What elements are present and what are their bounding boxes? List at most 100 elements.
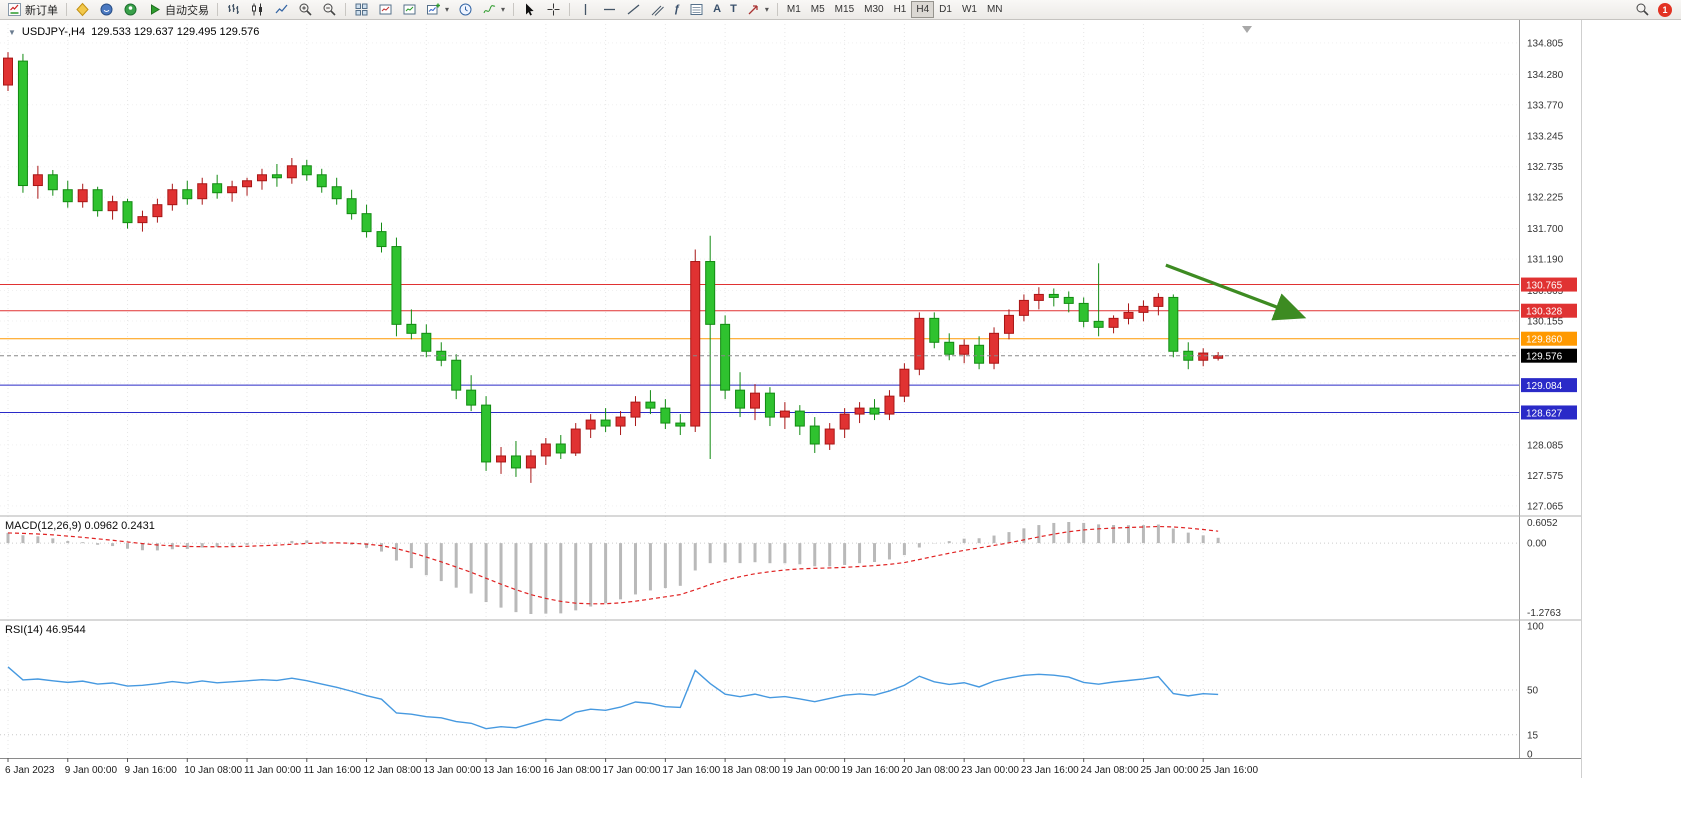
zoom-out-button[interactable] bbox=[318, 1, 341, 18]
chart-shift-marker[interactable] bbox=[1242, 26, 1252, 33]
rsi-axis-label: 50 bbox=[1527, 686, 1539, 697]
candle bbox=[974, 336, 985, 370]
candle bbox=[391, 237, 402, 337]
chevron-down-icon: ▾ bbox=[501, 5, 506, 14]
candle-body bbox=[92, 189, 103, 212]
label-tool-button[interactable]: T bbox=[726, 1, 741, 18]
timeframe-button-d1[interactable]: D1 bbox=[934, 1, 957, 18]
candlestick-mode-button[interactable] bbox=[246, 1, 269, 18]
zoom-in-button[interactable] bbox=[294, 1, 317, 18]
candle-body bbox=[301, 165, 312, 176]
new-chart-button[interactable]: ▾ bbox=[422, 1, 453, 18]
candle-body bbox=[1138, 305, 1149, 313]
timeframe-button-m1[interactable]: M1 bbox=[782, 1, 806, 18]
shapes-tool-button[interactable] bbox=[685, 1, 708, 18]
text-tool-button[interactable]: A bbox=[709, 1, 725, 18]
price-badge: 128.627 bbox=[1521, 405, 1577, 420]
chart-window[interactable]: 134.805 134.280 133.770 133.245 132.735 132.2… bbox=[0, 20, 1681, 830]
macd-label: MACD(12,26,9) 0.0962 0.2431 bbox=[5, 520, 155, 532]
arrange-charts-button[interactable] bbox=[374, 1, 397, 18]
market-button[interactable] bbox=[95, 1, 118, 18]
candle-body bbox=[510, 455, 521, 469]
candle bbox=[1018, 294, 1029, 322]
community-button[interactable] bbox=[119, 1, 142, 18]
candle bbox=[660, 399, 671, 430]
notification-badge[interactable]: 1 bbox=[1658, 2, 1672, 17]
search-icon bbox=[1636, 3, 1649, 16]
candle-body bbox=[316, 174, 327, 188]
timeframe-button-w1[interactable]: W1 bbox=[957, 1, 982, 18]
arrows-tool-button[interactable]: ▾ bbox=[742, 1, 773, 18]
cursor-tool-button[interactable] bbox=[518, 1, 541, 18]
chart-ohlc-title: ▼ USDJPY-,H4 129.533 129.637 129.495 129… bbox=[8, 26, 259, 38]
candle-body bbox=[675, 422, 686, 427]
candle-body bbox=[869, 407, 880, 415]
candle bbox=[346, 189, 357, 220]
candle bbox=[227, 180, 238, 202]
candle-body bbox=[271, 174, 282, 179]
candle-body bbox=[914, 317, 925, 370]
timeframe-button-m5[interactable]: M5 bbox=[806, 1, 830, 18]
candle bbox=[271, 164, 282, 187]
toolbar-separator bbox=[345, 3, 346, 16]
candle-body bbox=[182, 189, 193, 200]
cursor-icon bbox=[526, 3, 534, 16]
candle-body bbox=[346, 198, 357, 215]
candle-body bbox=[1108, 317, 1119, 328]
chevron-down-icon: ▾ bbox=[445, 5, 450, 14]
candle-body bbox=[884, 395, 895, 415]
vertical-line-tool-button[interactable] bbox=[574, 1, 597, 18]
candle-body bbox=[152, 204, 163, 218]
indicators-button[interactable]: ▾ bbox=[478, 1, 509, 18]
channel-icon bbox=[651, 5, 664, 16]
one-click-trading-toggle[interactable]: ▼ bbox=[8, 27, 16, 37]
candle bbox=[675, 414, 686, 436]
zoom-in-icon bbox=[299, 3, 312, 16]
candle bbox=[705, 235, 716, 459]
line-chart-mode-button[interactable] bbox=[270, 1, 293, 18]
equidistant-channel-tool-button[interactable] bbox=[646, 1, 669, 18]
candle-body bbox=[720, 323, 731, 391]
timeframe-button-m30[interactable]: M30 bbox=[859, 1, 888, 18]
candle-body bbox=[735, 389, 746, 409]
macd-axis-min: -1.2763 bbox=[1527, 608, 1561, 619]
tile-windows-button[interactable] bbox=[350, 1, 373, 18]
candle-body bbox=[974, 344, 985, 364]
timeframe-button-h4[interactable]: H4 bbox=[911, 1, 935, 18]
candle bbox=[1168, 294, 1179, 358]
new-order-label: 新订单 bbox=[25, 4, 58, 17]
bar-chart-mode-button[interactable] bbox=[222, 1, 245, 18]
crosshair-tool-button[interactable] bbox=[542, 1, 565, 18]
timeframe-button-mn[interactable]: MN bbox=[982, 1, 1008, 18]
trendline-tool-button[interactable] bbox=[622, 1, 645, 18]
cascade-charts-button[interactable] bbox=[398, 1, 421, 18]
candle bbox=[854, 402, 865, 424]
period-clock-button[interactable] bbox=[454, 1, 477, 18]
fibonacci-tool-button[interactable]: ƒ bbox=[670, 1, 684, 18]
toolbar-separator bbox=[776, 3, 778, 16]
price-badge: 130.765 bbox=[1521, 277, 1577, 292]
autotrading-button[interactable]: 自动交易 bbox=[143, 1, 213, 18]
candle-body bbox=[1063, 296, 1074, 304]
candle-body bbox=[525, 455, 536, 469]
candle-body bbox=[989, 332, 1000, 364]
arrange-charts-icon bbox=[379, 4, 392, 15]
candle-body bbox=[750, 392, 760, 409]
timeframe-button-m15[interactable]: M15 bbox=[830, 1, 859, 18]
search-button[interactable] bbox=[1631, 1, 1654, 18]
candle bbox=[451, 354, 462, 400]
new-order-button[interactable]: 新订单 bbox=[3, 1, 62, 18]
price-badge-label: 130.328 bbox=[1526, 307, 1563, 318]
metaeditor-button[interactable] bbox=[71, 1, 94, 18]
arrow-tool-icon bbox=[748, 5, 758, 15]
price-axis-label: 130.155 bbox=[1527, 317, 1564, 328]
vertical-line-icon bbox=[584, 4, 587, 15]
candle bbox=[944, 333, 955, 361]
candle-body bbox=[256, 174, 267, 182]
time-axis-label: 25 Jan 00:00 bbox=[1140, 765, 1198, 776]
candle-body bbox=[809, 425, 820, 445]
timeframe-button-h1[interactable]: H1 bbox=[889, 1, 912, 18]
candle bbox=[615, 411, 626, 436]
horizontal-line-tool-button[interactable] bbox=[598, 1, 621, 18]
arrow-annotation[interactable] bbox=[1165, 263, 1307, 321]
